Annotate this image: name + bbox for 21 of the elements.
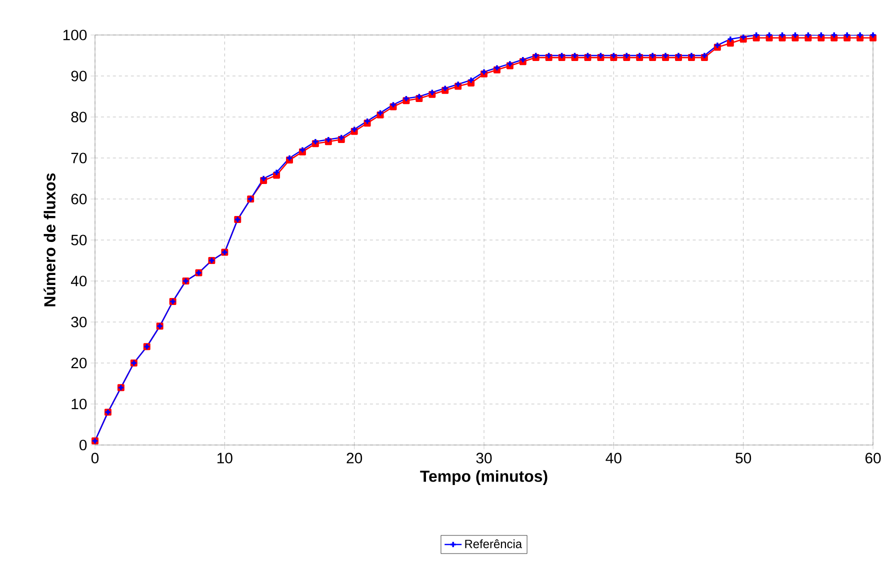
y-tick-label: 90 — [71, 70, 87, 82]
legend-label: Referência — [465, 539, 522, 548]
x-tick-label: 40 — [606, 452, 622, 464]
y-tick-label: 20 — [71, 358, 87, 368]
y-tick-label: 50 — [71, 234, 87, 246]
y-tick-label: 0 — [79, 440, 87, 450]
y-tick-label: 100 — [63, 30, 87, 40]
x-tick-label: 0 — [91, 452, 99, 464]
y-axis-title: Número de fluxos — [44, 173, 56, 306]
y-tick-label: 80 — [71, 112, 87, 122]
x-tick-label: 20 — [346, 452, 362, 464]
y-tick-label: 40 — [70, 276, 87, 286]
x-axis-title: Tempo (minutos) — [420, 470, 548, 486]
x-tick-label: 10 — [217, 452, 232, 464]
x-tick-label: 50 — [736, 452, 752, 464]
y-tick-label: 10 — [72, 398, 87, 410]
x-tick-label: 30 — [476, 452, 492, 464]
y-tick-label: 70 — [71, 152, 87, 164]
y-tick-label: 60 — [71, 194, 87, 204]
y-tick-label: 30 — [71, 316, 87, 328]
x-tick-label: 60 — [865, 452, 881, 464]
